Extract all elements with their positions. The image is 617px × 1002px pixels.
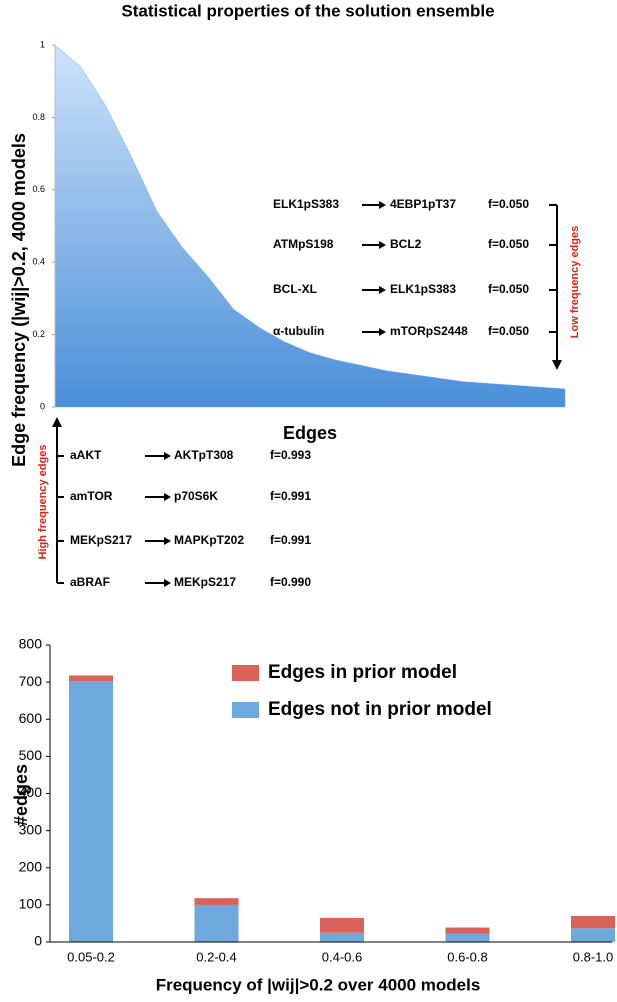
edge-source: MEKpS217 xyxy=(70,533,132,547)
x-tick-label: 0.8-1.0 xyxy=(573,949,613,964)
y-tick-label: 700 xyxy=(19,673,43,689)
edge-frequency: f=0.050 xyxy=(488,324,529,338)
y-tick-label: 0.2 xyxy=(32,329,45,339)
edge-target: BCL2 xyxy=(390,237,422,251)
bar-segment xyxy=(445,927,490,934)
arrow-head xyxy=(552,360,562,370)
y-tick-label: 0.6 xyxy=(32,184,45,194)
arrow-head xyxy=(164,493,171,501)
arrow-head xyxy=(164,579,171,587)
arrow-head xyxy=(164,537,171,545)
edge-target: AKTpT308 xyxy=(174,448,234,462)
arrow-head xyxy=(379,328,386,336)
edge-frequency: f=0.991 xyxy=(270,533,311,547)
y-tick-label: 200 xyxy=(19,858,43,874)
edge-source: BCL-XL xyxy=(273,282,317,296)
edge-target: 4EBP1pT37 xyxy=(390,197,456,211)
edge-frequency: f=0.050 xyxy=(488,237,529,251)
edge-source: ATMpS198 xyxy=(273,237,334,251)
edge-target: mTORpS2448 xyxy=(390,324,468,338)
y-tick-label: 600 xyxy=(19,710,43,726)
arrow-head xyxy=(379,241,386,249)
y-axis-label: Edge frequency (|wij|>0.2, 4000 models xyxy=(9,133,29,467)
edge-frequency: f=0.050 xyxy=(488,197,529,211)
bar-segment xyxy=(571,916,615,929)
legend-label: Edges not in prior model xyxy=(268,699,492,720)
edge-target: p70S6K xyxy=(174,489,218,503)
y-tick-label: 800 xyxy=(19,636,43,652)
edge-source: ELK1pS383 xyxy=(273,197,339,211)
bar-segment xyxy=(445,933,490,942)
y-axis-label: #edges xyxy=(11,764,31,826)
edge-frequency: f=0.050 xyxy=(488,282,529,296)
bar-segment xyxy=(194,904,239,942)
bar-segment xyxy=(320,917,364,933)
y-tick-label: 0 xyxy=(34,933,42,949)
x-tick-label: 0.2-0.4 xyxy=(196,949,236,964)
x-tick-label: 0.4-0.6 xyxy=(322,949,362,964)
legend-swatch xyxy=(232,702,259,718)
annotation-label: Low frequency edges xyxy=(569,226,581,338)
x-tick-label: 0.05-0.2 xyxy=(67,949,115,964)
bar-segment xyxy=(69,675,113,682)
y-tick-label: 300 xyxy=(19,821,43,837)
bar-segment xyxy=(194,898,239,905)
legend-swatch xyxy=(232,665,259,681)
y-tick-label: 0.4 xyxy=(32,257,45,267)
x-axis-label: Frequency of |wij|>0.2 over 4000 models xyxy=(156,975,481,994)
y-tick-label: 1 xyxy=(40,39,45,49)
bracket xyxy=(56,204,558,584)
y-tick-label: 400 xyxy=(19,784,43,800)
x-axis-label: Edges xyxy=(283,423,337,443)
y-tick-label: 0.8 xyxy=(32,112,45,122)
legend-label: Edges in prior model xyxy=(268,662,457,683)
edge-target: MEKpS217 xyxy=(174,575,236,589)
chart-title: Statistical properties of the solution e… xyxy=(121,1,494,20)
arrow-head xyxy=(164,452,171,460)
edge-frequency: f=0.990 xyxy=(270,575,311,589)
edge-source: aAKT xyxy=(70,448,102,462)
edge-frequency: f=0.991 xyxy=(270,489,311,503)
area xyxy=(54,44,566,408)
arrow-head xyxy=(379,286,386,294)
annotation-label: High frequency edges xyxy=(37,445,49,560)
bar-segment xyxy=(320,932,364,942)
edge-target: MAPKpT202 xyxy=(174,533,244,547)
edge-source: amTOR xyxy=(70,489,113,503)
y-tick-label: 500 xyxy=(19,747,43,763)
arrow-head xyxy=(379,201,386,209)
edge-target: ELK1pS383 xyxy=(390,282,456,296)
y-tick-label: 100 xyxy=(19,896,43,912)
arrow-head xyxy=(52,417,62,427)
edge-source: aBRAF xyxy=(70,575,110,589)
y-tick-label: 0 xyxy=(40,401,45,411)
bar-segment xyxy=(69,681,113,942)
edge-frequency: f=0.993 xyxy=(270,448,311,462)
x-tick-label: 0.6-0.8 xyxy=(447,949,487,964)
edge-source: α-tubulin xyxy=(273,324,324,338)
bar-segment xyxy=(571,928,615,942)
